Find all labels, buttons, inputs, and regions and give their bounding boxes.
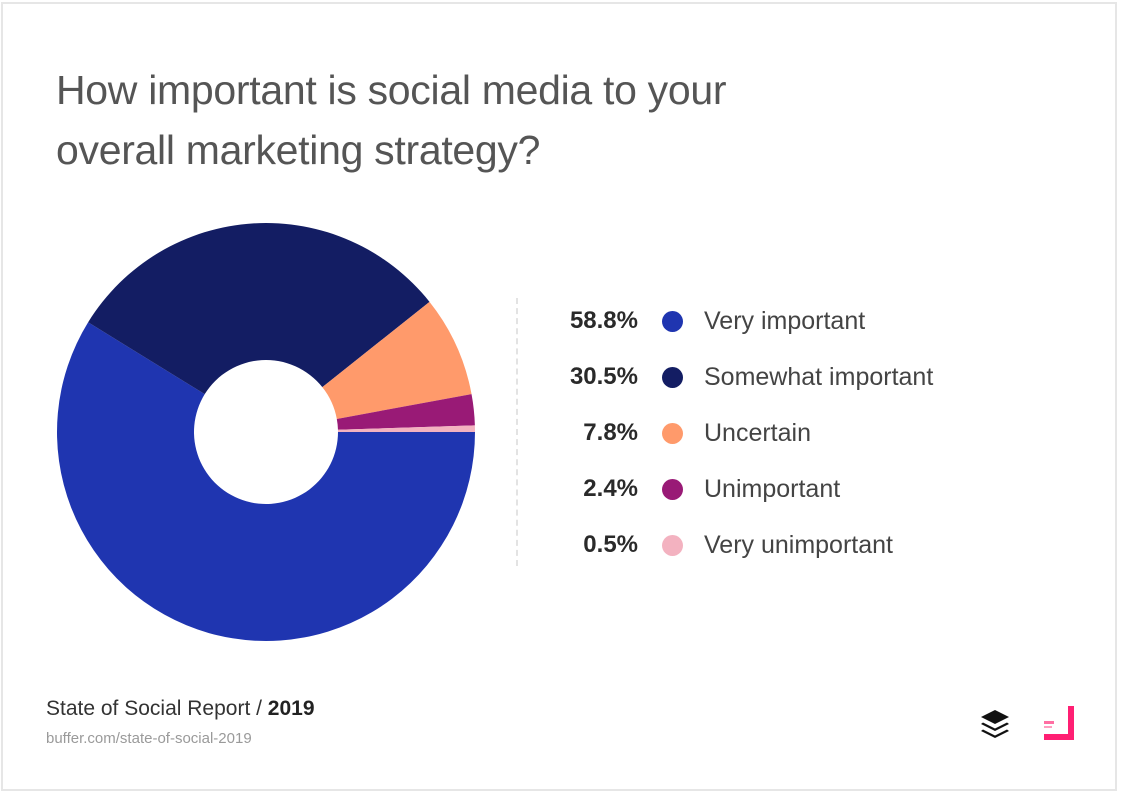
- donut-slice-somewhat-important: [88, 223, 430, 395]
- legend-dot-icon: [662, 535, 683, 556]
- donut-slice-uncertain: [322, 301, 472, 419]
- legend-divider: [516, 298, 518, 566]
- brand-corner-icon: [1044, 706, 1074, 740]
- source-report-name: State of Social Report /: [46, 697, 268, 720]
- legend-label: Unimportant: [704, 475, 841, 503]
- chart-legend: 58.8% Very important 30.5% Somewhat impo…: [540, 302, 1000, 582]
- chart-title: How important is social media to your ov…: [56, 60, 876, 180]
- donut-slice-very-unimportant: [337, 425, 475, 432]
- donut-slice-unimportant: [336, 394, 475, 430]
- source-url: buffer.com/state-of-social-2019: [46, 730, 252, 747]
- legend-dot-icon: [662, 311, 683, 332]
- legend-item-very-important: 58.8% Very important: [540, 302, 1000, 358]
- legend-item-unimportant: 2.4% Unimportant: [540, 470, 1000, 526]
- donut-slice-very-important: [56, 322, 476, 641]
- legend-value: 30.5%: [569, 363, 638, 390]
- source-title: State of Social Report / 2019: [46, 697, 315, 721]
- chart-title-line-1: How important is social media to your: [56, 67, 727, 113]
- legend-dot-icon: [662, 423, 683, 444]
- legend-label: Very important: [704, 307, 866, 335]
- legend-item-somewhat-important: 30.5% Somewhat important: [540, 358, 1000, 414]
- legend-item-uncertain: 7.8% Uncertain: [540, 414, 1000, 470]
- chart-title-line-2: overall marketing strategy?: [56, 127, 541, 173]
- legend-label: Uncertain: [704, 419, 811, 447]
- legend-value: 2.4%: [583, 475, 638, 502]
- legend-label: Very unimportant: [704, 531, 893, 559]
- legend-value: 7.8%: [583, 419, 638, 446]
- source-year: 2019: [267, 697, 315, 720]
- legend-value: 58.8%: [569, 307, 638, 334]
- legend-label: Somewhat important: [704, 363, 934, 391]
- buffer-layers-icon: [981, 710, 1009, 738]
- legend-dot-icon: [662, 367, 683, 388]
- legend-value: 0.5%: [583, 531, 638, 558]
- legend-item-very-unimportant: 0.5% Very unimportant: [540, 526, 1000, 582]
- legend-dot-icon: [662, 479, 683, 500]
